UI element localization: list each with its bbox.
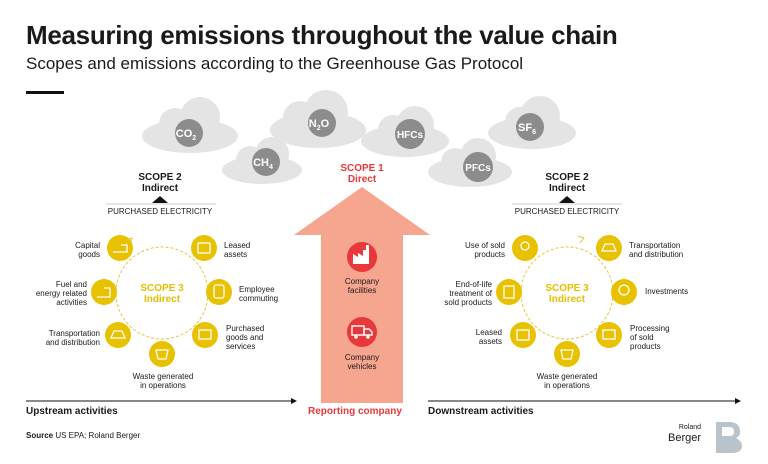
right-scope3-title: SCOPE 3: [545, 283, 589, 294]
gas-label-n2o: N2O: [309, 118, 330, 132]
gas-label-hfcs: HFCs: [397, 130, 424, 141]
capital-goods-pictogram: [113, 244, 128, 253]
waste-right-pictogram: [560, 349, 574, 360]
upstream-label: Upstream activities: [26, 406, 118, 417]
scope1-title: SCOPE 1: [340, 163, 384, 174]
waste-left-icon: [149, 341, 175, 367]
label-processing: Processing of sold products: [630, 324, 670, 351]
end-of-life-icon: [496, 279, 522, 305]
processing-icon: [596, 322, 622, 348]
brand-bottom: Berger: [668, 432, 702, 444]
left-scope3-heading: SCOPE 3 Indirect: [137, 283, 187, 305]
gas-co2: [175, 119, 203, 147]
transport-distribution-left-icon: [105, 322, 131, 348]
label-waste-right: Waste generated in operations: [536, 372, 598, 390]
gas-n2o: [308, 109, 336, 137]
left-scope2-sub: Indirect: [141, 183, 179, 194]
label-transport-left: Transportation and distribution: [45, 329, 100, 347]
investments-icon: [611, 279, 637, 305]
label-purchased-goods: Purchased goods and services: [226, 324, 265, 351]
label-company-vehicles: Company vehicles: [344, 353, 380, 371]
left-scope2-title: SCOPE 2: [138, 172, 182, 183]
gas-label-sf6: SF6: [518, 122, 536, 136]
label-capital-goods: Capital goods: [75, 241, 100, 259]
source-note: Source US EPA; Roland Berger: [26, 431, 140, 440]
right-scope2-triangle-icon: [559, 196, 575, 203]
bin-pictogram: [503, 285, 515, 299]
label-company-facilities: Company facilities: [344, 277, 380, 295]
label-use-sold-products: Use of sold products: [464, 241, 505, 259]
purchased-goods-icon: [192, 322, 218, 348]
left-scope2-triangle-icon: [152, 196, 168, 203]
fuel-energy-icon: [91, 279, 117, 305]
gas-label-ch4: CH4: [253, 157, 273, 171]
brand-wordmark: Roland Berger: [668, 423, 702, 444]
ship-left-pictogram: [110, 330, 126, 339]
label-transport-right: Transportation and distribution: [629, 241, 684, 259]
label-fuel-energy: Fuel and energy related activities: [35, 280, 87, 307]
gas-sf6: [516, 113, 544, 141]
gas-labels: CO2 CH4 N2O HFCs PFCs SF6: [176, 118, 536, 174]
source-label: Source: [26, 431, 54, 440]
leased-assets-right-pictogram: [516, 329, 530, 341]
reporting-company-label: Reporting company: [308, 406, 402, 417]
ship-right-pictogram: [601, 243, 617, 252]
factory-icon: [347, 242, 377, 272]
label-waste-left: Waste generated in operations: [132, 372, 194, 390]
title-rule: [26, 91, 64, 94]
pictograms: [97, 241, 630, 360]
right-scope3-heading: SCOPE 3 Indirect: [542, 283, 592, 305]
label-leased-assets-left: Leased assets: [224, 241, 251, 259]
left-scope3-title: SCOPE 3: [140, 283, 184, 294]
source-text: US EPA; Roland Berger: [53, 431, 141, 440]
processing-pictogram: [602, 329, 616, 340]
label-investments: Investments: [645, 287, 689, 296]
waste-left-pictogram: [155, 349, 169, 360]
right-ring-arrow-icon: [577, 235, 585, 244]
right-scope2-heading: SCOPE 2 Indirect: [542, 172, 592, 194]
capital-goods-icon: [107, 235, 133, 261]
left-scope2-heading: SCOPE 2 Indirect: [135, 172, 185, 194]
use-sold-products-icon: [512, 235, 538, 261]
leased-assets-left-pictogram: [197, 242, 211, 254]
scope1-heading: SCOPE 1 Direct: [337, 163, 387, 185]
purchased-goods-pictogram: [198, 329, 212, 340]
label-leased-assets-right: Leased assets: [475, 328, 502, 346]
left-purchased-electricity: PURCHASED ELECTRICITY: [107, 207, 213, 216]
scope1-sub: Direct: [347, 174, 377, 185]
label-end-of-life: End-of-life treatment of sold products: [444, 280, 492, 307]
commuting-pictogram: [213, 284, 225, 299]
right-scope2-title: SCOPE 2: [545, 172, 589, 183]
downstream-label: Downstream activities: [428, 406, 534, 417]
transport-distribution-right-icon: [596, 235, 622, 261]
bulb-pictogram: [520, 241, 530, 251]
gas-label-co2: CO2: [176, 128, 197, 142]
right-purchased-electricity: PURCHASED ELECTRICITY: [514, 207, 620, 216]
right-scope3-items: [496, 235, 637, 367]
gas-ch4: [252, 148, 280, 176]
right-scope2-sub: Indirect: [548, 183, 586, 194]
brand-top: Roland: [678, 424, 702, 431]
leased-assets-left-icon: [191, 235, 217, 261]
coin-pictogram: [618, 284, 630, 296]
gas-hfcs: [395, 119, 425, 149]
employee-commuting-icon: [206, 279, 232, 305]
page-subtitle: Scopes and emissions according to the Gr…: [26, 54, 524, 73]
truck-icon: [347, 317, 377, 347]
left-scope3-items: [91, 235, 232, 367]
gas-pfcs: [463, 152, 493, 182]
label-employee-commuting: Employee commuting: [239, 285, 279, 303]
gas-label-pfcs: PFCs: [465, 163, 491, 174]
waste-right-icon: [554, 341, 580, 367]
scope1-arrow: [294, 187, 430, 403]
right-scope3-sub: Indirect: [548, 294, 586, 305]
left-scope3-sub: Indirect: [143, 294, 181, 305]
leased-assets-right-icon: [510, 322, 536, 348]
roland-berger-logo-icon: [716, 422, 742, 453]
fuel-pictogram: [97, 287, 111, 298]
gas-circles: [175, 109, 544, 182]
page-title: Measuring emissions throughout the value…: [26, 20, 618, 50]
